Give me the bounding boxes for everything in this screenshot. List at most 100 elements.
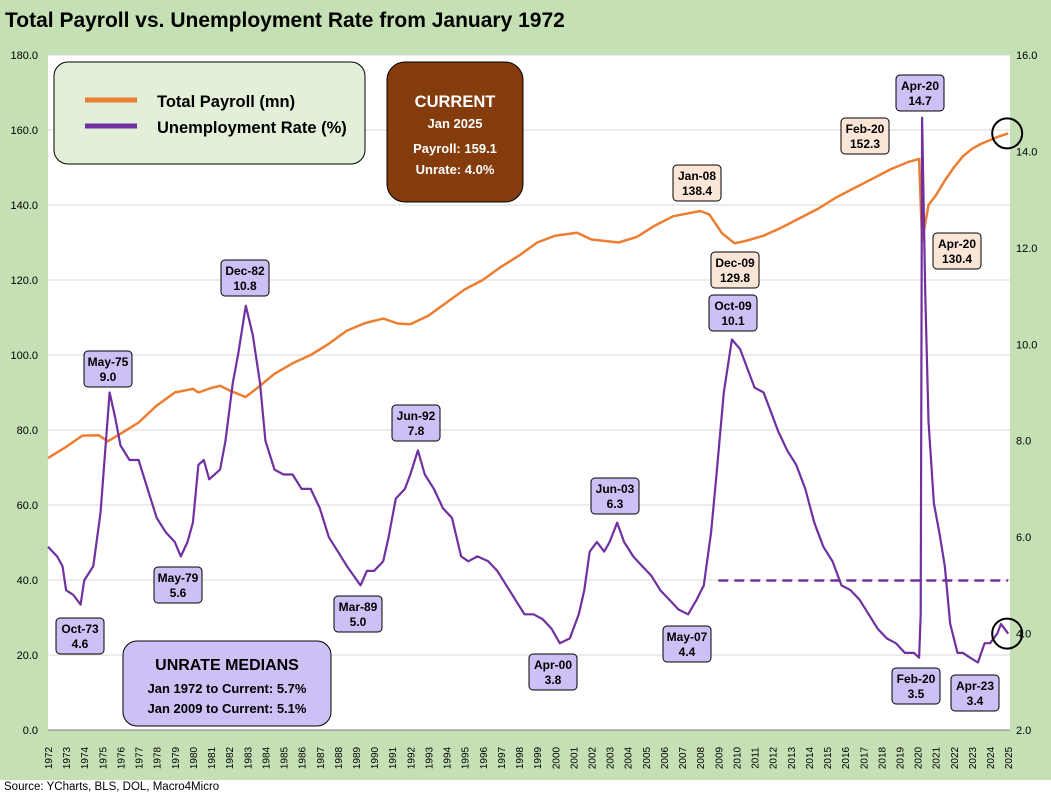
x-tick-label: 1979 xyxy=(171,746,182,769)
x-tick-label: 2007 xyxy=(678,746,689,769)
medians-heading: UNRATE MEDIANS xyxy=(155,657,299,674)
x-tick-label: 2000 xyxy=(551,746,562,769)
unrate-current-marker xyxy=(991,617,1024,650)
payroll-current-marker xyxy=(991,117,1024,150)
current-box: CURRENT Jan 2025 Payroll: 159.1 Unrate: … xyxy=(386,61,524,203)
medians-line-2: Jan 2009 to Current: 5.1% xyxy=(148,701,307,716)
x-tick-label: 2004 xyxy=(624,746,635,769)
x-tick-label: 2012 xyxy=(769,746,780,769)
unrate-annotation-date: May-75 xyxy=(88,355,129,369)
y-right-tick-label: 14.0 xyxy=(1016,146,1037,158)
y-right-tick-label: 6.0 xyxy=(1016,532,1031,544)
current-box-bg xyxy=(386,61,524,203)
x-tick-label: 2006 xyxy=(660,746,671,769)
unrate-annotation-box xyxy=(220,259,270,297)
payroll-annotation-value: 130.4 xyxy=(942,252,972,266)
x-tick-label: 1986 xyxy=(298,746,309,769)
payroll-annotation-date: Jan-08 xyxy=(678,169,716,183)
unrate-annotation-date: Jun-03 xyxy=(596,482,635,496)
payroll-annotation-date: Apr-20 xyxy=(938,237,976,251)
y-right-tick-label: 4.0 xyxy=(1016,629,1031,641)
x-tick-label: 1980 xyxy=(189,746,200,769)
payroll-annotation-value: 152.3 xyxy=(850,137,880,151)
x-tick-label: 1984 xyxy=(261,746,272,769)
series-lines xyxy=(47,116,1010,664)
legend: Total Payroll (mn) Unemployment Rate (%) xyxy=(53,61,366,165)
payroll-annotation-value: 138.4 xyxy=(682,184,712,198)
unrate-annotation-date: Dec-82 xyxy=(225,264,265,278)
x-tick-label: 1999 xyxy=(533,746,544,769)
x-tick-label: 2023 xyxy=(968,746,979,769)
payroll-line xyxy=(47,132,1009,460)
unrate-annotation-date: Apr-20 xyxy=(901,79,939,93)
x-tick-label: 1987 xyxy=(316,746,327,769)
chart-title: Total Payroll vs. Unemployment Rate from… xyxy=(5,9,565,32)
y-axis-right: 2.0 4.0 6.0 8.0 10.0 12.0 14.0 16.0 xyxy=(1016,50,1037,737)
unrate-annotation-box xyxy=(950,674,1000,712)
x-tick-label: 2002 xyxy=(588,746,599,769)
x-tick-label: 2005 xyxy=(642,746,653,769)
current-heading: CURRENT xyxy=(415,93,496,111)
unrate-annotation-box xyxy=(590,477,640,515)
unrate-annotation-value: 3.5 xyxy=(908,687,925,701)
x-tick-label: 1975 xyxy=(98,746,109,769)
unrate-annotation-value: 3.8 xyxy=(545,673,562,687)
x-tick-label: 2010 xyxy=(732,746,743,769)
unrate-annotation-date: Mar-89 xyxy=(339,600,378,614)
x-tick-label: 2020 xyxy=(914,746,925,769)
x-tick-label: 1985 xyxy=(280,746,291,769)
payroll-annotation-box xyxy=(710,251,760,289)
current-date: Jan 2025 xyxy=(428,116,483,131)
x-tick-label: 1995 xyxy=(461,746,472,769)
y-left-tick-label: 60.0 xyxy=(17,500,38,512)
legend-box xyxy=(53,61,366,165)
x-tick-label: 1976 xyxy=(116,746,127,769)
x-tick-label: 2024 xyxy=(986,746,997,769)
x-tick-label: 2018 xyxy=(877,746,888,769)
legend-label-unrate: Unemployment Rate (%) xyxy=(157,119,347,137)
x-tick-label: 1996 xyxy=(479,746,490,769)
y-left-tick-label: 0.0 xyxy=(23,725,38,737)
chart-canvas: 0.0 20.0 40.0 60.0 80.0 100.0 120.0 140.0 160.0 1… xyxy=(10,50,1037,769)
x-tick-label: 1993 xyxy=(424,746,435,769)
unrate-annotation-value: 10.8 xyxy=(233,279,257,293)
x-tick-label: 2021 xyxy=(932,746,943,769)
medians-box-bg xyxy=(122,640,332,727)
x-tick-label: 1974 xyxy=(80,746,91,769)
payroll-annotation-box xyxy=(932,232,982,270)
y-right-tick-label: 2.0 xyxy=(1016,725,1031,737)
unrate-annotation-box xyxy=(895,74,945,112)
medians-box: UNRATE MEDIANS Jan 1972 to Current: 5.7%… xyxy=(122,640,332,727)
unrate-annotation-date: Feb-20 xyxy=(897,672,936,686)
unrate-annotation-value: 9.0 xyxy=(100,370,117,384)
current-unrate: Unrate: 4.0% xyxy=(416,162,495,177)
unrate-annotation-date: May-79 xyxy=(158,571,199,585)
unrate-annotation-box xyxy=(153,566,203,604)
y-right-tick-label: 16.0 xyxy=(1016,50,1037,62)
unrate-annotation-box xyxy=(662,625,712,663)
x-tick-label: 2011 xyxy=(751,747,762,769)
x-tick-label: 2017 xyxy=(859,746,870,769)
unrate-annotation-value: 4.6 xyxy=(72,637,89,651)
x-tick-label: 2016 xyxy=(841,746,852,769)
x-tick-label: 1982 xyxy=(225,746,236,769)
x-tick-label: 2001 xyxy=(569,746,580,769)
medians-line-1: Jan 1972 to Current: 5.7% xyxy=(148,681,307,696)
unrate-annotation-value: 14.7 xyxy=(908,94,932,108)
x-tick-label: 1981 xyxy=(207,746,218,769)
unrate-annotation-box xyxy=(83,350,133,388)
unrate-annotation-value: 6.3 xyxy=(607,497,624,511)
y-left-tick-label: 20.0 xyxy=(17,650,38,662)
x-tick-label: 2015 xyxy=(823,746,834,769)
current-payroll: Payroll: 159.1 xyxy=(413,141,497,156)
y-left-tick-label: 80.0 xyxy=(17,425,38,437)
x-tick-label: 2019 xyxy=(895,746,906,769)
x-tick-label: 2008 xyxy=(696,746,707,769)
x-tick-label: 1998 xyxy=(515,746,526,769)
unrate-line xyxy=(47,116,1010,664)
legend-label-payroll: Total Payroll (mn) xyxy=(157,93,295,111)
x-tick-label: 1994 xyxy=(443,746,454,769)
payroll-annotation-box xyxy=(840,117,890,155)
y-left-tick-label: 180.0 xyxy=(10,50,38,62)
